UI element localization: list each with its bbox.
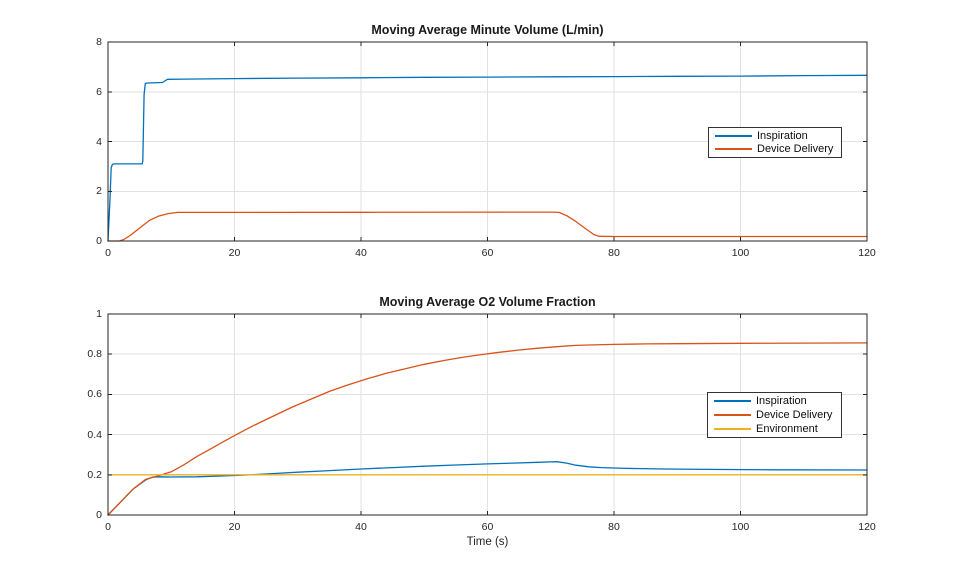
plot2-legend: Inspiration Device Delivery Environment [707, 392, 842, 438]
legend-entry-label: Device Delivery [757, 143, 834, 156]
x-tick-label: 80 [608, 521, 620, 533]
x-tick-label: 20 [228, 247, 241, 259]
y-tick-label: 0.8 [87, 348, 102, 361]
y-tick-label: 2 [96, 185, 102, 198]
x-tick-label: 0 [105, 521, 111, 533]
series-line-device-delivery [107, 211, 868, 242]
y-tick-label: 1 [96, 308, 102, 320]
legend-line-sample [714, 414, 751, 416]
x-tick-label: 100 [731, 247, 750, 259]
y-tick-label: 6 [96, 85, 102, 98]
series-line-inspiration [107, 461, 868, 516]
legend-line-sample [715, 148, 752, 151]
legend-entry-label: Device Delivery [756, 409, 833, 421]
legend-entry-label: Inspiration [756, 395, 807, 407]
legend-entry: Inspiration [708, 394, 841, 408]
x-tick-label: 120 [858, 247, 876, 259]
y-tick-label: 0 [96, 235, 102, 247]
x-tick-label: 20 [228, 521, 241, 533]
y-tick-label: 0 [96, 509, 102, 521]
x-tick-label: 0 [105, 247, 111, 259]
series-line-device-delivery [107, 342, 868, 516]
plot2-x-axis-label: Time (s) [466, 536, 509, 548]
legend-entry: Inspiration [709, 129, 841, 143]
plot1-legend: Inspiration Device Delivery [708, 127, 842, 158]
x-tick-label: 120 [858, 521, 876, 533]
legend-entry: Device Delivery [709, 143, 841, 157]
x-tick-label: 60 [481, 521, 494, 533]
series-line-inspiration [107, 74, 868, 242]
legend-entry-label: Inspiration [757, 129, 808, 142]
legend-entry-label: Environment [756, 423, 818, 435]
legend-entry: Device Delivery [708, 408, 841, 422]
y-tick-label: 0.2 [87, 468, 102, 481]
x-tick-label: 40 [355, 247, 367, 259]
y-tick-label: 8 [96, 36, 102, 48]
legend-entry: Environment [708, 422, 841, 436]
x-tick-label: 40 [355, 521, 367, 533]
x-tick-label: 80 [608, 247, 620, 259]
y-tick-label: 4 [96, 135, 102, 148]
x-tick-label: 60 [481, 247, 494, 259]
y-tick-label: 0.4 [87, 428, 102, 441]
legend-line-sample [714, 400, 751, 402]
plot2-title: Moving Average O2 Volume Fraction [379, 295, 596, 309]
plot1-title: Moving Average Minute Volume (L/min) [371, 23, 604, 37]
y-tick-label: 0.6 [87, 388, 102, 401]
legend-line-sample [715, 134, 752, 137]
x-tick-label: 100 [731, 521, 750, 533]
legend-line-sample [714, 428, 751, 430]
